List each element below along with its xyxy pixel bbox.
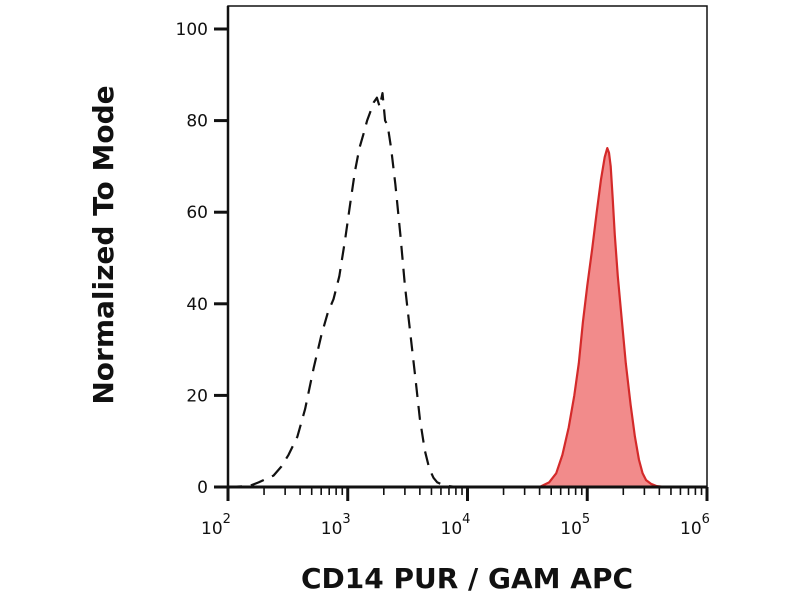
series-1-outline (539, 147, 666, 489)
plot-frame (227, 5, 708, 488)
y-axis-title: Normalized To Mode (87, 85, 120, 404)
x-tick-label-4: 106 (680, 512, 710, 539)
x-axis-title: CD14 PUR / GAM APC (301, 562, 633, 595)
series-0-line (228, 92, 540, 489)
y-tick-label-5: 100 (176, 20, 208, 40)
series-1-area (539, 148, 666, 487)
x-tick-label-0: 102 (201, 512, 231, 539)
y-tick-label-4: 80 (186, 112, 208, 132)
y-tick-label-0: 0 (197, 478, 208, 498)
x-tick-label-1: 103 (321, 512, 351, 539)
x-tick-label-2: 104 (441, 512, 471, 539)
y-tick-label-1: 20 (186, 386, 208, 406)
series-group (228, 92, 666, 489)
x-tick-label-3: 105 (560, 512, 590, 539)
ticks-layer: 0 20 40 60 80 100 102 103 104 105 106 (176, 20, 710, 539)
axes-layer (226, 5, 708, 489)
y-tick-label-3: 60 (186, 203, 208, 223)
y-tick-label-2: 40 (186, 295, 208, 315)
series-layer (228, 92, 666, 489)
